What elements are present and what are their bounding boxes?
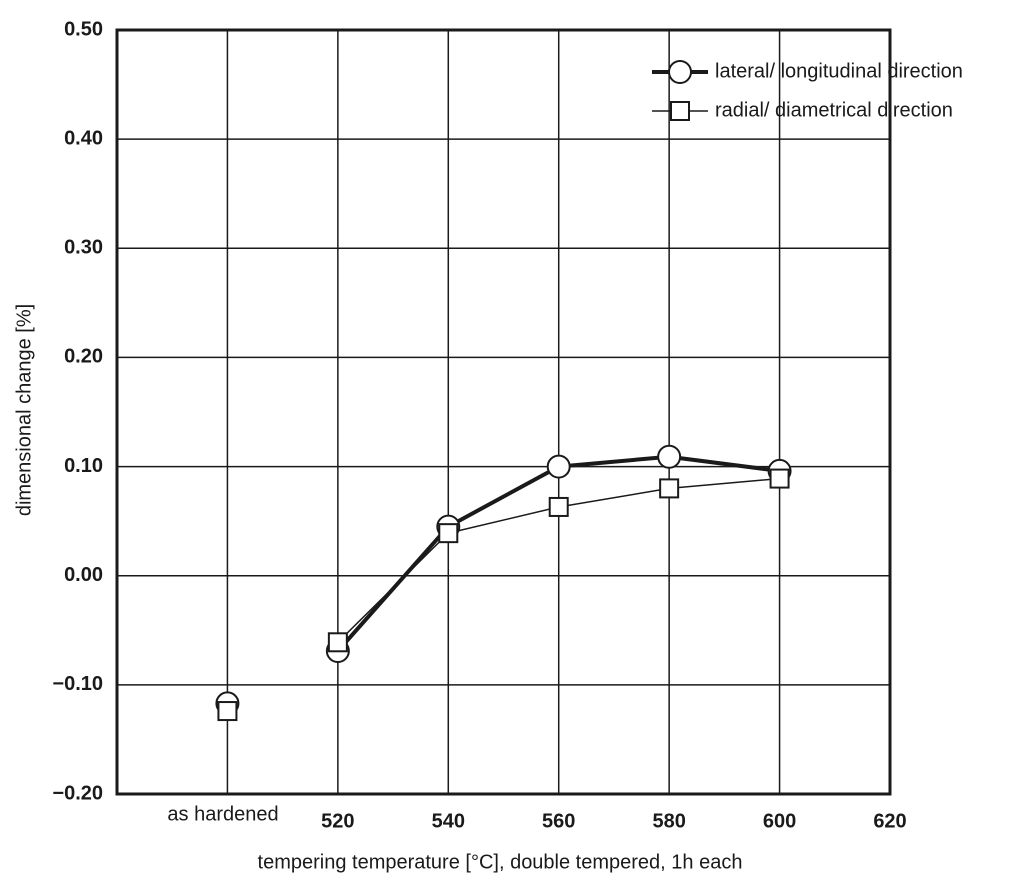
line-segment	[447, 464, 560, 529]
marker	[327, 632, 348, 653]
marker	[546, 454, 571, 479]
x-tick-label: 600	[763, 810, 796, 832]
y-tick-label: 0.50	[64, 18, 103, 40]
plot-frame	[115, 28, 892, 796]
y-tick-label: 0.40	[64, 127, 103, 149]
line-segment	[558, 454, 670, 469]
y-tick-label: 0.20	[64, 346, 103, 368]
line-segment	[558, 487, 670, 508]
x-tick-label: 580	[652, 810, 685, 832]
line-segment	[448, 506, 559, 534]
y-tick-label: 0.30	[64, 237, 103, 259]
y-tick-label: 0.10	[64, 455, 103, 477]
x-axis-title: tempering temperature [°C], double tempe…	[258, 851, 743, 873]
y-axis-title: dimensional change [%]	[13, 304, 35, 516]
marker	[769, 468, 790, 489]
line-segment	[337, 532, 449, 643]
marker	[668, 60, 692, 84]
legend-label: lateral/ longitudinal direction	[715, 60, 963, 82]
line-segment	[668, 454, 780, 473]
marker	[217, 701, 238, 722]
marker	[438, 523, 459, 544]
y-tick-label: 0.00	[64, 564, 103, 586]
y-tick-label: −0.20	[52, 782, 103, 804]
marker	[659, 478, 680, 499]
x-tick-label: as hardened	[167, 803, 278, 825]
x-tick-label: 560	[542, 810, 575, 832]
marker	[548, 496, 569, 517]
line-segment	[336, 525, 450, 653]
legend-label: radial/ diametrical direction	[715, 99, 953, 121]
y-tick-label: −0.10	[52, 673, 103, 695]
line-segment	[669, 477, 780, 490]
x-tick-label: 520	[321, 810, 354, 832]
marker	[670, 101, 690, 121]
x-tick-label: 620	[873, 810, 906, 832]
x-tick-label: 540	[432, 810, 465, 832]
marker	[657, 444, 682, 469]
